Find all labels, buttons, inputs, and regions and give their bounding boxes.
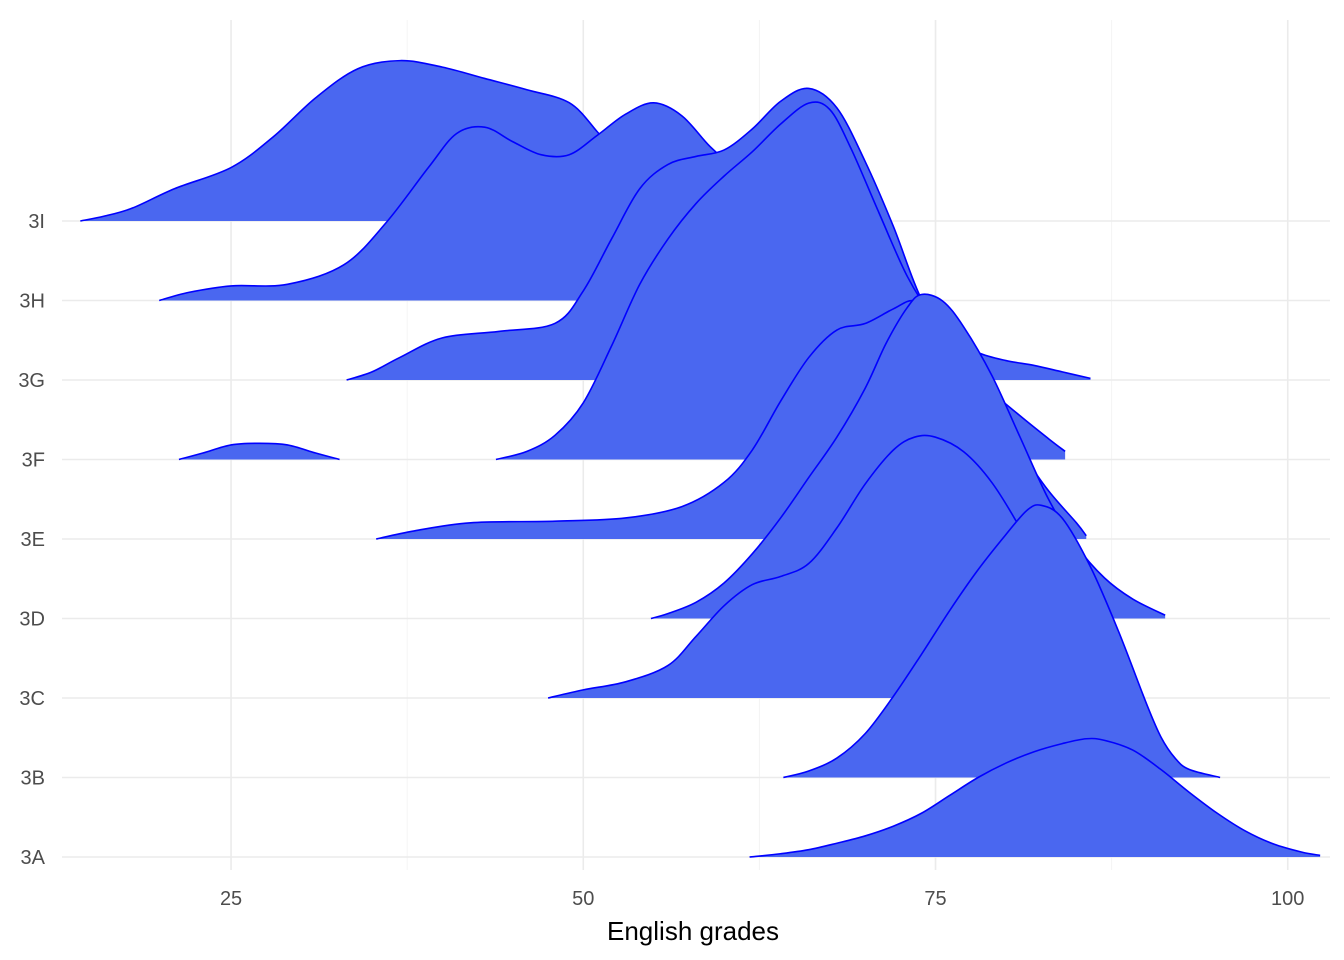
ridge-fill-3f <box>178 443 340 460</box>
y-tick-label-3f: 3F <box>22 450 45 472</box>
density-ridges <box>80 59 1321 858</box>
x-tick-label-100: 100 <box>1271 888 1304 910</box>
x-tick-label-25: 25 <box>220 888 242 910</box>
y-tick-label-3d: 3D <box>19 609 45 631</box>
ridge-fill-3b <box>783 504 1221 778</box>
ridge-3b <box>783 504 1221 779</box>
x-axis-tick-labels: 25 50 75 100 <box>220 888 1304 910</box>
y-axis-tick-labels: 3A 3B 3C 3D 3E 3F 3G 3H 3I <box>18 211 45 869</box>
ridge-3a <box>749 737 1321 858</box>
ridge-line-3b <box>783 504 1221 779</box>
y-tick-label-3e: 3E <box>21 529 45 551</box>
y-tick-label-3g: 3G <box>18 370 45 392</box>
ridge-line-3a <box>749 737 1321 858</box>
y-tick-label-3i: 3I <box>28 211 45 233</box>
ridge-line-3f <box>178 442 340 461</box>
y-tick-label-3a: 3A <box>21 847 46 869</box>
y-tick-label-3h: 3H <box>19 291 45 313</box>
y-tick-label-3c: 3C <box>19 688 45 710</box>
x-axis-title: English grades <box>607 916 779 946</box>
x-tick-label-50: 50 <box>572 888 594 910</box>
y-tick-label-3b: 3B <box>21 768 45 790</box>
ridge-fill-3a <box>749 738 1321 857</box>
x-tick-label-75: 75 <box>924 888 946 910</box>
